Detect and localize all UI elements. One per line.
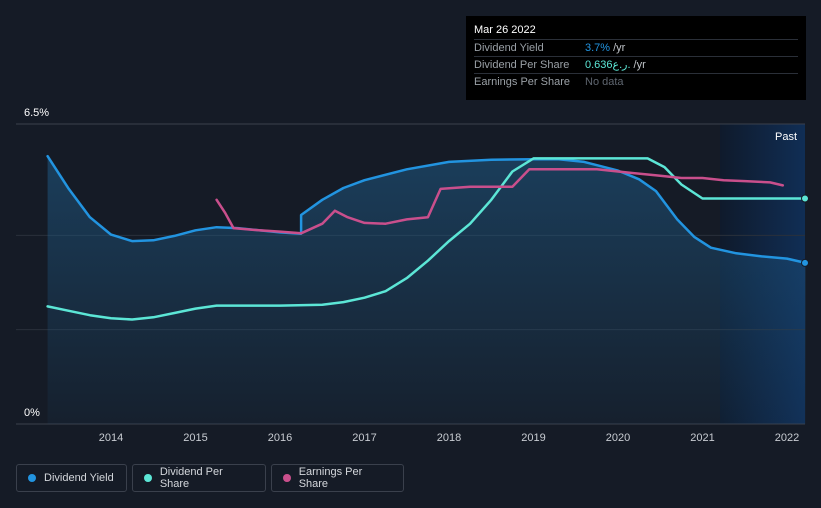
legend-dividend-yield[interactable]: Dividend Yield [16,464,127,492]
tooltip-row-dividend-yield: Dividend Yield 3.7% /yr [474,39,798,56]
tooltip-unit: /yr [613,42,626,54]
x-tick-label: 2021 [690,432,714,444]
tooltip-value: No data [585,76,624,88]
legend-label: Dividend Per Share [159,466,223,490]
tooltip-row-earnings-per-share: Earnings Per Share No data [474,73,798,90]
legend-dot-icon [28,474,36,482]
x-tick-label: 2015 [183,432,207,444]
tooltip-label: Earnings Per Share [474,76,570,88]
y-label-top: 6.5% [24,107,49,119]
x-tick-label: 2022 [775,432,799,444]
legend-dot-icon [283,474,291,482]
tooltip-label: Dividend Per Share [474,59,570,71]
tooltip-row-dividend-per-share: Dividend Per Share 0.636ر.ع. /yr [474,56,798,73]
dividend-per-share-end-marker [801,194,809,203]
tooltip-label: Dividend Yield [474,42,544,54]
dividend-yield-area [47,156,806,424]
tooltip-value: 0.636ر.ع. [585,59,631,71]
tooltip-value: 3.7% [585,42,611,54]
legend-label: Earnings Per Share [298,466,363,490]
dividend-per-share-line [46,157,807,321]
tooltip: Mar 26 2022 Dividend Yield 3.7% /yr Divi… [466,16,806,100]
x-tick-label: 2016 [268,432,292,444]
dividend-yield-end-marker [801,258,809,267]
x-tick-label: 2017 [352,432,376,444]
x-tick-label: 2014 [99,432,123,444]
y-label-bottom: 0% [24,407,40,419]
earnings-per-share-line [215,168,785,235]
x-tick-label: 2018 [437,432,461,444]
x-tick-label: 2019 [521,432,545,444]
dividend-yield-line [46,154,807,265]
x-tick-label: 2020 [606,432,630,444]
legend-dividend-per-share[interactable]: Dividend Per Share [132,464,266,492]
tooltip-unit: /yr [633,59,646,71]
past-label: Past [775,131,797,143]
legend-earnings-per-share[interactable]: Earnings Per Share [271,464,404,492]
legend-label: Dividend Yield [44,472,114,484]
legend-dot-icon [144,474,152,482]
tooltip-date: Mar 26 2022 [474,24,536,36]
